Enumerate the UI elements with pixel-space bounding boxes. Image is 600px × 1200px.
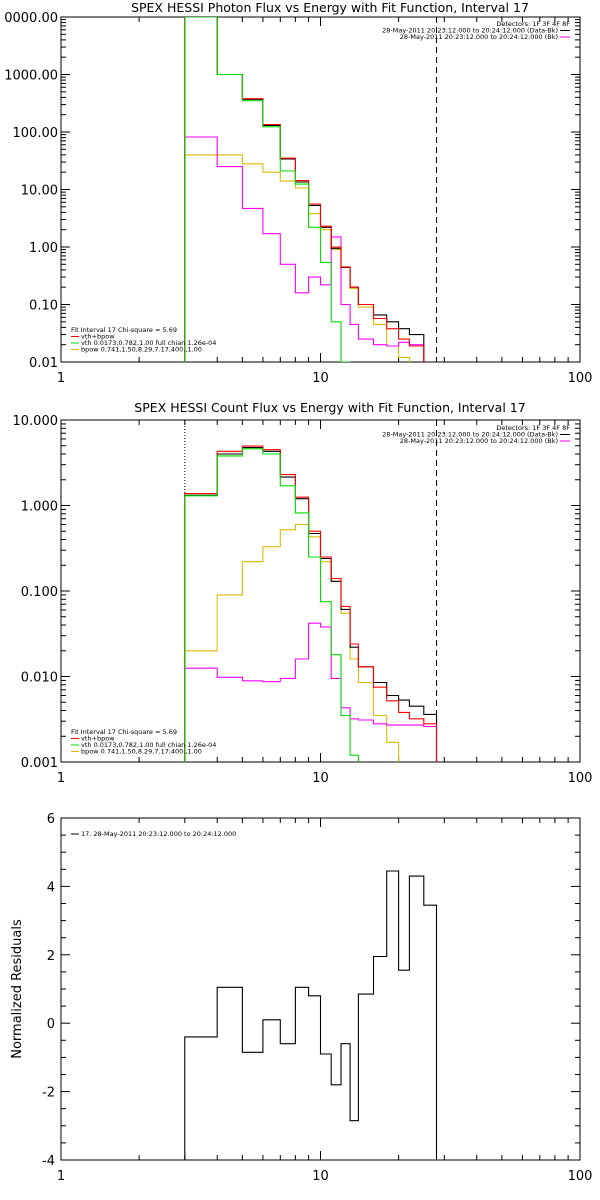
y-tick-label: 0 [47, 1017, 55, 1032]
legend-entry: 28-May-2011 20:23:12.000 to 20:24:12.000… [400, 437, 558, 445]
chart-panel-3: 1 10 100 -4 -2 0 2 4 6 Normalized Residuals 17. 28… [10, 812, 592, 1184]
series-line-background [184, 136, 425, 362]
legend-entry: Fit Interval 17 Chi-square = 5.69 [71, 326, 177, 334]
legend-entry: Fit Interval 17 Chi-square = 5.69 [71, 728, 177, 736]
legend-entry: bpow 0.741,1.50,8.29,7.17,400.,1.00 [81, 346, 202, 354]
x-tick-label: 100 [568, 771, 593, 786]
legend-entry: vth+bpow [81, 333, 115, 341]
y-tick-label: 0000.00 [4, 11, 58, 26]
chart-title: SPEX HESSI Photon Flux vs Energy with Fi… [131, 0, 529, 15]
legend-entry: 28-May-2011 20:23:12.000 to 20:24:12.000… [400, 33, 558, 41]
legend-entry: Detectors: 1F 3F 4F 8F [496, 424, 570, 432]
y-tick-label: 0.001 [21, 756, 58, 771]
y-axis-label: Normalized Residuals [10, 919, 25, 1059]
series-line-bpow [184, 523, 400, 762]
x-tick-label: 1 [57, 371, 65, 386]
y-tick-label: 1.00 [29, 241, 58, 256]
y-tick-label: 6 [47, 812, 55, 827]
series-line-total [184, 445, 438, 762]
series-line-data [184, 447, 438, 762]
y-tick-label: 0.010 [21, 671, 58, 686]
y-tick-label: 0.01 [29, 356, 58, 371]
y-tick-label: -4 [42, 1154, 55, 1169]
legend-entry: vth 0.0173,0.782,1.00 full chian 1.26e-0… [81, 741, 216, 749]
plot-frame [60, 817, 581, 1161]
x-tick-label: 1 [57, 1169, 65, 1184]
series-line-vth [184, 448, 359, 762]
x-tick-label: 100 [568, 371, 593, 386]
x-tick-label: 10 [312, 371, 329, 386]
series-line-data [184, 17, 425, 362]
legend-entry: vth 0.0173,0.782,1.00 full chian 1.26e-0… [81, 339, 216, 347]
x-tick-label: 100 [568, 1169, 593, 1184]
y-tick-label: 10.00 [21, 184, 58, 199]
series-line-bpow [184, 154, 410, 362]
series-line-vth [184, 17, 351, 362]
x-tick-label: 1 [57, 771, 65, 786]
legend-entry: bpow 0.741,1.50,8.29,7.17,400.,1.00 [81, 748, 202, 756]
chart-panel-1: SPEX HESSI Photon Flux vs Energy with Fi… [4, 0, 592, 386]
legend-entry: 17. 28-May-2011 20:23:12.000 to 20:24:12… [81, 830, 236, 838]
plot-frame [60, 16, 581, 363]
y-tick-label: 2 [47, 949, 55, 964]
chart-panel-2: SPEX HESSI Count Flux vs Energy with Fit… [13, 400, 593, 786]
x-tick-label: 10 [312, 1169, 329, 1184]
y-tick-label: 10.000 [13, 414, 59, 429]
y-tick-label: -2 [42, 1086, 55, 1101]
legend-entry: 28-May-2011 20:23:12.000 to 20:24:12.000… [382, 431, 558, 439]
series-line-total [184, 17, 425, 362]
series-line-data [184, 870, 438, 1160]
legend-entry: 28-May-2011 20:23:12.000 to 20:24:12.000… [382, 27, 558, 35]
y-tick-label: 0.100 [21, 585, 58, 600]
y-tick-label: 4 [47, 880, 55, 895]
y-tick-label: 1.000 [21, 500, 58, 515]
y-tick-label: 1000.00 [4, 69, 58, 84]
chart-title: SPEX HESSI Count Flux vs Energy with Fit… [134, 400, 525, 415]
legend-entry: vth+bpow [81, 735, 115, 743]
y-tick-label: 100.00 [13, 126, 59, 141]
x-tick-label: 10 [312, 771, 329, 786]
y-tick-label: 0.10 [29, 299, 58, 314]
legend-entry: Detectors: 1F 3F 4F 8F [496, 20, 570, 28]
